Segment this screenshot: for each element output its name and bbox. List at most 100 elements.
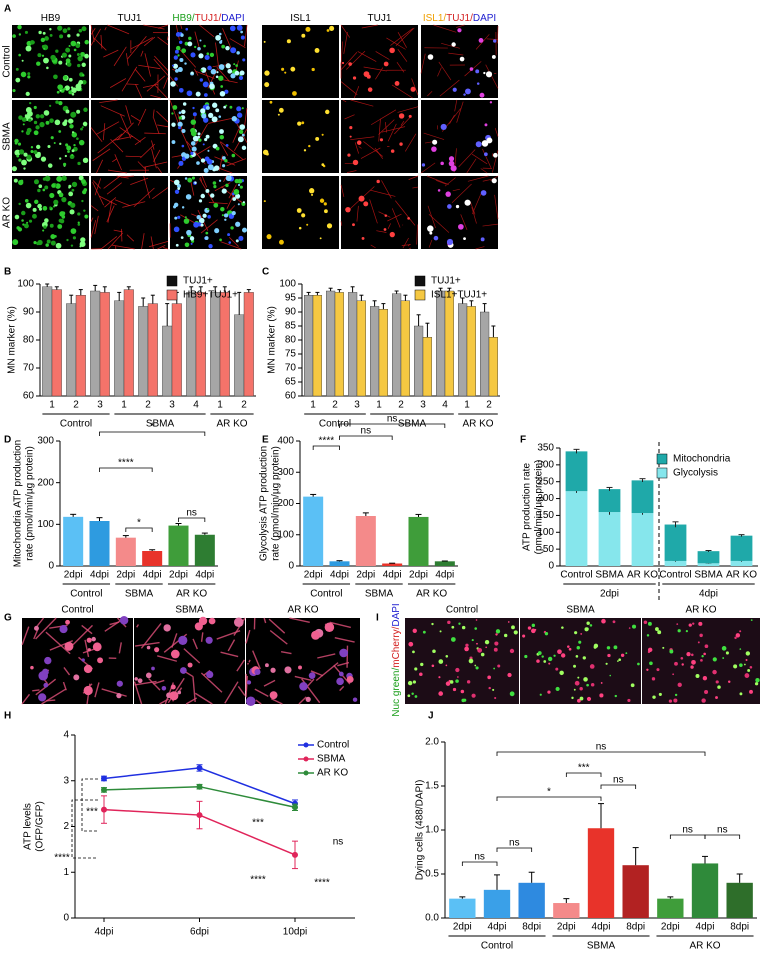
neurite — [252, 650, 261, 670]
cell — [84, 158, 87, 162]
cell — [47, 163, 53, 168]
cell — [702, 676, 708, 681]
neurite — [375, 51, 390, 60]
cell — [240, 35, 245, 40]
neurite — [310, 670, 324, 677]
error-bar — [175, 523, 182, 526]
cell — [202, 81, 209, 88]
cell — [394, 81, 400, 86]
y-axis-label: MN marker (%) — [267, 306, 278, 374]
bar-segment — [565, 451, 588, 492]
cell — [208, 243, 213, 249]
cell — [14, 149, 21, 156]
cell — [82, 121, 88, 127]
cell — [198, 217, 205, 224]
error-bar — [78, 289, 83, 296]
neurite — [437, 67, 442, 77]
cell — [208, 617, 216, 625]
cell — [37, 188, 41, 193]
neurite — [456, 24, 465, 28]
cell — [492, 688, 495, 691]
neurite — [103, 49, 119, 58]
cell — [26, 154, 32, 160]
cell — [195, 91, 201, 97]
cell — [668, 699, 673, 703]
cell — [190, 242, 193, 245]
error-bar — [126, 286, 131, 290]
cell — [12, 34, 16, 38]
legend-swatch — [656, 467, 668, 479]
cell — [266, 234, 272, 240]
panel-label: J — [428, 711, 434, 722]
neurite — [236, 659, 246, 672]
neurite — [90, 205, 99, 212]
cell — [18, 149, 25, 155]
cell — [715, 696, 718, 699]
cell — [571, 696, 574, 700]
bar — [194, 534, 215, 566]
neurite — [104, 197, 117, 208]
cell — [698, 621, 703, 626]
cell — [325, 109, 330, 115]
cell — [349, 126, 353, 130]
neurite — [451, 183, 472, 204]
neurite — [143, 36, 156, 47]
y-tick-label: 200 — [37, 477, 54, 488]
cell — [573, 664, 576, 668]
legend-label: Glycolysis — [673, 468, 718, 479]
point — [196, 783, 203, 790]
cell — [173, 179, 180, 186]
cell — [305, 696, 311, 703]
cell — [236, 51, 240, 55]
micrograph — [262, 176, 339, 249]
bar — [466, 306, 477, 397]
neurite — [84, 639, 90, 658]
cell — [522, 634, 526, 638]
bar — [42, 286, 53, 397]
neurite — [229, 237, 239, 247]
significance-label: **** — [250, 875, 266, 886]
error-bar — [69, 294, 74, 304]
neurite — [100, 105, 125, 117]
bar — [392, 293, 402, 397]
neurite — [404, 133, 417, 152]
neurite — [289, 617, 310, 623]
cell — [69, 154, 75, 160]
error-bar — [237, 291, 242, 315]
cell — [447, 620, 451, 625]
error-bar — [736, 873, 743, 883]
cell — [308, 144, 311, 148]
cell — [67, 27, 71, 31]
y-tick-label: 100 — [37, 519, 54, 530]
cell — [14, 138, 19, 144]
neurite — [114, 199, 131, 207]
significance-bracket — [339, 423, 446, 428]
cell — [15, 67, 19, 71]
cell — [137, 678, 143, 684]
neurite — [357, 51, 377, 62]
cell — [617, 660, 619, 662]
micrograph-bg — [421, 176, 498, 249]
cell — [439, 630, 442, 633]
cell — [17, 142, 22, 146]
cell — [192, 135, 199, 142]
cell — [36, 61, 41, 66]
error-bar — [122, 535, 129, 538]
row-label: AR KO — [2, 197, 13, 228]
x-tick-label: 6dpi — [190, 927, 209, 938]
micrograph-bg — [91, 100, 168, 173]
neurite — [169, 99, 179, 124]
neurite — [438, 61, 452, 81]
error-bar — [337, 289, 342, 293]
cell — [215, 146, 220, 151]
neurite — [102, 123, 106, 141]
neurite — [116, 175, 129, 179]
neurite — [116, 122, 134, 141]
x-tick-label: 2dpi — [661, 922, 680, 933]
cell — [59, 142, 62, 145]
cell — [547, 656, 553, 662]
x-tick-label: SBMA — [595, 570, 624, 581]
cell — [20, 179, 24, 183]
bar — [370, 306, 380, 397]
neurite — [480, 168, 488, 174]
